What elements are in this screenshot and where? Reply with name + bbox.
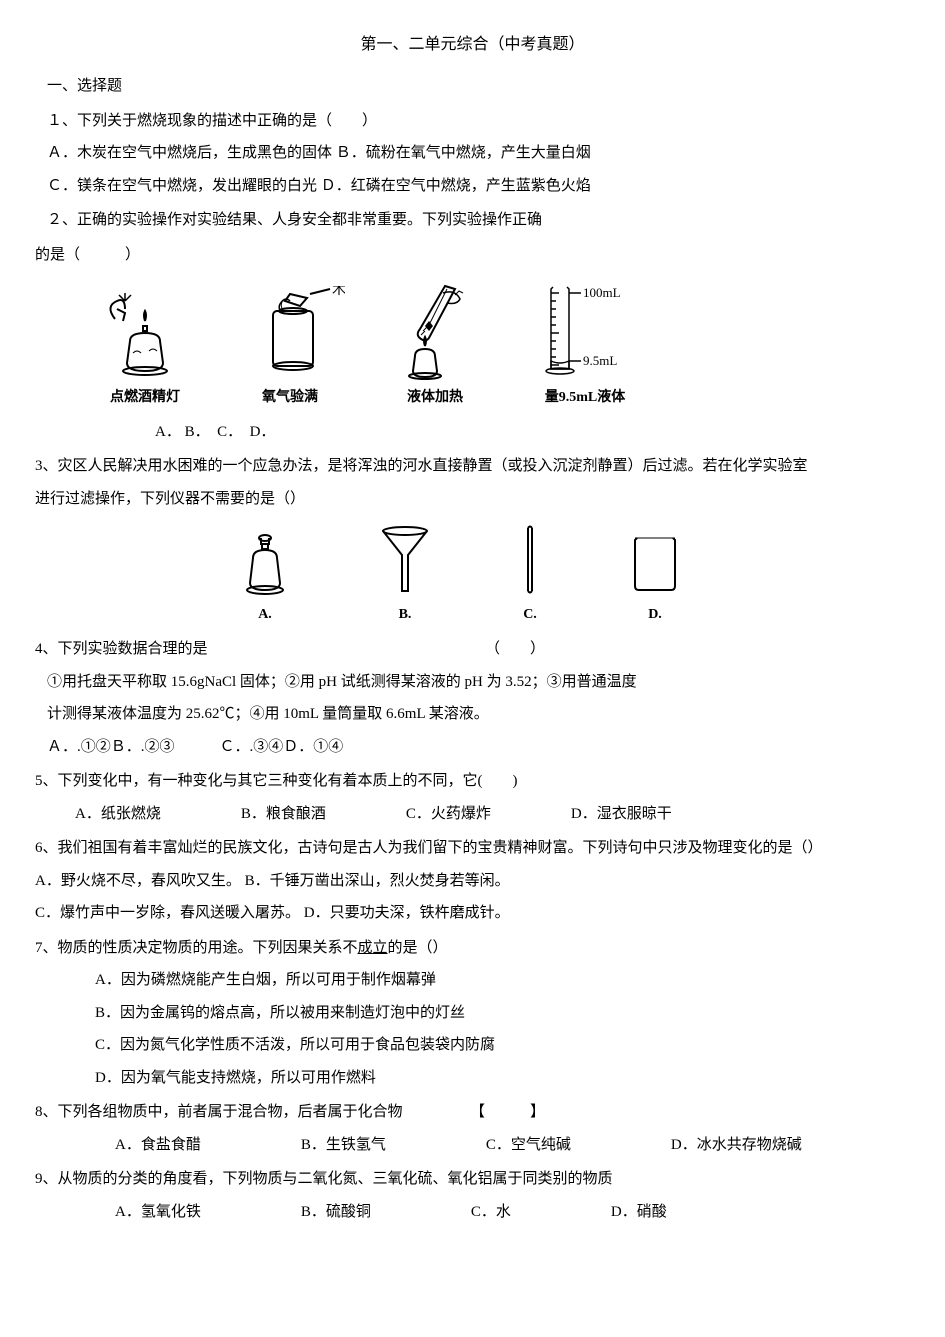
section-heading: 一、选择题 bbox=[35, 72, 910, 101]
q9-c: C．水 bbox=[471, 1198, 511, 1227]
q7-c: C．因为氮气化学性质不活泼，所以可用于食品包装袋内防腐 bbox=[35, 1031, 910, 1060]
label-100ml: 100mL bbox=[583, 285, 621, 300]
label-d: D. bbox=[648, 602, 662, 629]
question-6: 6、我们祖国有着丰富灿烂的民族文化，古诗句是古人为我们留下的宝贵精神财富。下列诗… bbox=[35, 834, 910, 928]
page-title: 第一、二单元综合（中考真题） bbox=[35, 30, 910, 60]
q9-options: A．氢氧化铁 B．硫酸铜 C．水 D．硝酸 bbox=[115, 1198, 910, 1227]
q4-opts: Ａ．.①②Ｂ．.②③ Ｃ．.③④Ｄ．①④ bbox=[35, 733, 910, 762]
q5-b: B．粮食酿酒 bbox=[241, 800, 326, 829]
q1-opt-c: Ｃ．镁条在空气中燃烧，发出耀眼的白光 bbox=[47, 178, 317, 194]
fig-d-beaker: D. bbox=[625, 528, 685, 629]
question-1: １、下列关于燃烧现象的描述中正确的是（ ） Ａ．木炭在空气中燃烧后，生成黑色的固… bbox=[35, 107, 910, 201]
q8-c: C．空气纯碱 bbox=[486, 1131, 571, 1160]
q8-d: D．冰水共存物烧碱 bbox=[671, 1131, 802, 1160]
q7-b: B．因为金属钨的熔点高，所以被用来制造灯泡中的灯丝 bbox=[35, 999, 910, 1028]
q9-a: A．氢氧化铁 bbox=[115, 1198, 201, 1227]
q9-b: B．硫酸铜 bbox=[301, 1198, 371, 1227]
q1-options-ab: Ａ．木炭在空气中燃烧后，生成黑色的固体 Ｂ．硫粉在氧气中燃烧，产生大量白烟 bbox=[47, 139, 910, 168]
q2-stem: ２、正确的实验操作对实验结果、人身安全都非常重要。下列实验操作正确 bbox=[47, 206, 910, 235]
question-9: 9、从物质的分类的角度看，下列物质与二氧化氮、三氧化硫、氧化铝属于同类别的物质 … bbox=[35, 1165, 910, 1226]
q7-stem-post: 的是（） bbox=[388, 940, 448, 956]
cap-measure: 量9.5mL液体 bbox=[545, 385, 626, 412]
q8-options: A．食盐食醋 B．生铁氢气 C．空气纯碱 D．冰水共存物烧碱 bbox=[115, 1131, 910, 1160]
q7-stem-underline: 成立 bbox=[358, 940, 388, 956]
q7-stem: 7、物质的性质决定物质的用途。下列因果关系不成立的是（） bbox=[35, 934, 910, 963]
wood-label: 木条 bbox=[332, 286, 345, 298]
q6-cd: C．爆竹声中一岁除，春风送暖入屠苏。 D．只要功夫深，铁杵磨成针。 bbox=[35, 899, 910, 928]
label-c: C. bbox=[523, 602, 537, 629]
q5-a: A．纸张燃烧 bbox=[75, 800, 161, 829]
q5-stem: 5、下列变化中，有一种变化与其它三种变化有着本质上的不同，它( ) bbox=[35, 767, 910, 796]
q5-d: D．湿衣服晾干 bbox=[571, 800, 672, 829]
q2-figures: 点燃酒精灯 木条 氧气验满 bbox=[95, 281, 890, 412]
q2-stem2: 的是（ ） bbox=[35, 241, 910, 270]
graduated-cylinder-icon: 100mL 9.5mL bbox=[525, 281, 645, 381]
fig-a-lamp: A. bbox=[235, 528, 295, 629]
q6-stem: 6、我们祖国有着丰富灿烂的民族文化，古诗句是古人为我们留下的宝贵精神财富。下列诗… bbox=[35, 834, 910, 863]
label-b: B. bbox=[399, 602, 412, 629]
q9-d: D．硝酸 bbox=[611, 1198, 667, 1227]
q1-options-cd: Ｃ．镁条在空气中燃烧，发出耀眼的白光 Ｄ．红磷在空气中燃烧，产生蓝紫色火焰 bbox=[47, 172, 910, 201]
q5-c: C．火药爆炸 bbox=[406, 800, 491, 829]
alcohol-lamp-icon bbox=[95, 291, 195, 381]
q6-d: D．只要功夫深，铁杵磨成针。 bbox=[304, 905, 510, 921]
q7-a: A．因为磷燃烧能产生白烟，所以可用于制作烟幕弹 bbox=[35, 966, 910, 995]
question-4: 4、下列实验数据合理的是 （ ） ①用托盘天平称取 15.6gNaCl 固体；②… bbox=[35, 635, 910, 761]
fig-b-funnel: B. bbox=[375, 523, 435, 629]
q6-a: A．野火烧不尽，春风吹又生。 bbox=[35, 873, 241, 889]
q3-figures: A. B. C. D. bbox=[235, 523, 910, 629]
q1-opt-b: Ｂ．硫粉在氧气中燃烧，产生大量白烟 bbox=[336, 145, 591, 161]
q8-stem: 8、下列各组物质中，前者属于混合物，后者属于化合物 【 】 bbox=[35, 1098, 910, 1127]
q6-ab: A．野火烧不尽，春风吹又生。 B．千锤万凿出深山，烈火焚身若等闲。 bbox=[35, 867, 910, 896]
question-3: 3、灾区人民解决用水困难的一个应急办法，是将浑浊的河水直接静置（或投入沉淀剂静置… bbox=[35, 452, 910, 513]
fig-cylinder: 100mL 9.5mL 量9.5mL液体 bbox=[525, 281, 645, 412]
q6-b: B．千锤万凿出深山，烈火焚身若等闲。 bbox=[245, 873, 510, 889]
cap-lamp: 点燃酒精灯 bbox=[110, 385, 180, 412]
beaker-icon bbox=[625, 528, 685, 598]
fig-heat-liquid: 液体加热 bbox=[385, 281, 485, 412]
q1-opt-d: Ｄ．红磷在空气中燃烧，产生蓝紫色火焰 bbox=[321, 178, 591, 194]
q9-stem: 9、从物质的分类的角度看，下列物质与二氧化氮、三氧化硫、氧化铝属于同类别的物质 bbox=[35, 1165, 910, 1194]
fig-alcohol-lamp: 点燃酒精灯 bbox=[95, 291, 195, 412]
q2-options: A． B． C． D． bbox=[155, 418, 910, 447]
glass-rod-icon bbox=[515, 523, 545, 598]
q8-a: A．食盐食醋 bbox=[115, 1131, 201, 1160]
q3-stem2: 进行过滤操作，下列仪器不需要的是（） bbox=[35, 485, 910, 514]
cap-heat: 液体加热 bbox=[407, 385, 463, 412]
oxygen-bottle-icon: 木条 bbox=[235, 286, 345, 381]
q7-stem-pre: 7、物质的性质决定物质的用途。下列因果关系不 bbox=[35, 940, 358, 956]
question-5: 5、下列变化中，有一种变化与其它三种变化有着本质上的不同，它( ) A．纸张燃烧… bbox=[35, 767, 910, 828]
label-95ml: 9.5mL bbox=[583, 353, 617, 368]
q4-l2: 计测得某液体温度为 25.62℃；④用 10mL 量筒量取 6.6mL 某溶液。 bbox=[35, 700, 910, 729]
q4-stem: 4、下列实验数据合理的是 （ ） bbox=[35, 635, 910, 664]
label-a: A. bbox=[258, 602, 272, 629]
cap-oxygen: 氧气验满 bbox=[262, 385, 318, 412]
q1-stem: １、下列关于燃烧现象的描述中正确的是（ ） bbox=[47, 107, 910, 136]
q7-d: D．因为氧气能支持燃烧，所以可用作燃料 bbox=[35, 1064, 910, 1093]
q4-l1: ①用托盘天平称取 15.6gNaCl 固体；②用 pH 试纸测得某溶液的 pH … bbox=[35, 668, 910, 697]
fig-c-rod: C. bbox=[515, 523, 545, 629]
funnel-icon bbox=[375, 523, 435, 598]
question-2: ２、正确的实验操作对实验结果、人身安全都非常重要。下列实验操作正确 bbox=[35, 206, 910, 235]
heating-tube-icon bbox=[385, 281, 485, 381]
alcohol-lamp-small-icon bbox=[235, 528, 295, 598]
q1-opt-a: Ａ．木炭在空气中燃烧后，生成黑色的固体 bbox=[47, 145, 332, 161]
fig-oxygen-test: 木条 氧气验满 bbox=[235, 286, 345, 412]
q8-b: B．生铁氢气 bbox=[301, 1131, 386, 1160]
q6-c: C．爆竹声中一岁除，春风送暖入屠苏。 bbox=[35, 905, 300, 921]
q3-stem: 3、灾区人民解决用水困难的一个应急办法，是将浑浊的河水直接静置（或投入沉淀剂静置… bbox=[35, 452, 910, 481]
question-7: 7、物质的性质决定物质的用途。下列因果关系不成立的是（） A．因为磷燃烧能产生白… bbox=[35, 934, 910, 1093]
question-8: 8、下列各组物质中，前者属于混合物，后者属于化合物 【 】 A．食盐食醋 B．生… bbox=[35, 1098, 910, 1159]
q5-options: A．纸张燃烧 B．粮食酿酒 C．火药爆炸 D．湿衣服晾干 bbox=[75, 800, 910, 829]
